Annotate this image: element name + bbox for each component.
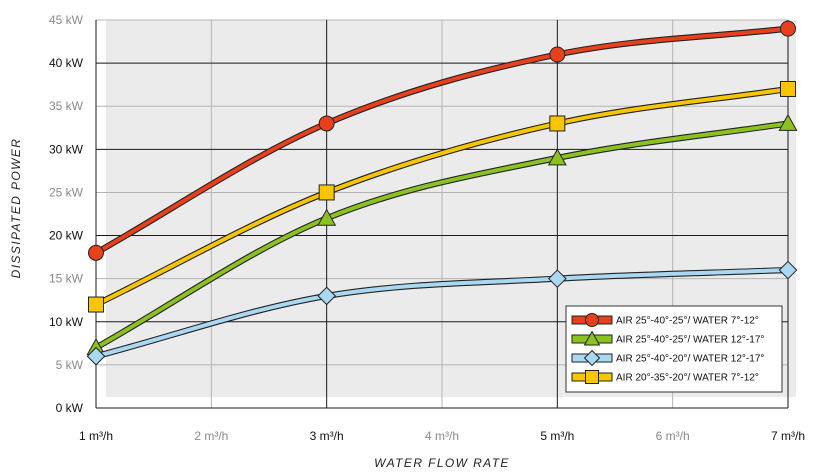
- data-point: [548, 269, 567, 288]
- legend-label: AIR 25°-40°-20°/ WATER 12°-17°: [616, 354, 764, 365]
- y-tick-label: 15 kW: [49, 272, 84, 286]
- x-tick-label: 1 m³/h: [79, 429, 113, 443]
- legend-marker: [583, 349, 601, 367]
- x-tick-label: 2 m³/h: [194, 429, 228, 443]
- legend-item: AIR 20°-35°-20°/ WATER 7°-12°: [571, 370, 759, 384]
- legend-label: AIR 25°-40°-25°/ WATER 7°-12°: [616, 316, 759, 327]
- legend-label: AIR 20°-35°-20°/ WATER 7°-12°: [616, 373, 759, 384]
- data-point: [318, 184, 335, 201]
- x-tick-label: 5 m³/h: [540, 429, 574, 443]
- y-tick-label: 0 kW: [56, 401, 84, 415]
- x-axis-title: WATER FLOW RATE: [374, 456, 510, 470]
- legend-marker: [585, 370, 599, 384]
- legend-item: AIR 25°-40°-25°/ WATER 12°-17°: [571, 330, 764, 346]
- legend-item: AIR 25°-40°-20°/ WATER 12°-17°: [571, 349, 764, 367]
- data-point: [86, 346, 106, 366]
- series-diamond: [86, 260, 798, 366]
- series-line: [94, 26, 790, 255]
- data-point: [88, 244, 104, 261]
- y-tick-label: 10 kW: [49, 315, 84, 329]
- series-group: [86, 20, 798, 366]
- y-axis-title: DISSIPATED POWER: [9, 138, 23, 279]
- y-tick-label: 35 kW: [49, 99, 84, 113]
- data-point: [780, 20, 796, 37]
- data-point: [317, 208, 337, 226]
- x-tick-label: 4 m³/h: [425, 429, 459, 443]
- series-square: [88, 80, 796, 313]
- legend-marker: [585, 313, 599, 327]
- y-tick-label: 30 kW: [49, 142, 84, 156]
- legend-item: AIR 25°-40°-25°/ WATER 7°-12°: [571, 313, 759, 327]
- series-line: [94, 86, 790, 307]
- data-point: [778, 113, 798, 131]
- x-tick-label: 6 m³/h: [656, 429, 690, 443]
- y-tick-label: 20 kW: [49, 229, 84, 243]
- legend: AIR 25°-40°-25°/ WATER 7°-12° AIR 25°-40°…: [565, 305, 783, 393]
- data-point: [778, 260, 798, 280]
- data-point: [88, 296, 104, 313]
- data-point: [549, 115, 566, 132]
- data-point: [318, 115, 335, 132]
- legend-marker: [583, 330, 601, 346]
- series-line: [94, 121, 790, 350]
- series-line: [94, 268, 790, 359]
- y-tick-label: 45 kW: [49, 13, 84, 27]
- data-point: [317, 286, 336, 306]
- tick-labels: 0 kW 5 kW 10 kW 15 kW 20 kW 25 kW 30 kW 35 kW 40…: [49, 13, 805, 443]
- x-tick-label: 3 m³/h: [310, 429, 344, 443]
- data-point: [547, 148, 567, 166]
- y-tick-label: 25 kW: [49, 185, 84, 199]
- series-triangle: [86, 113, 798, 356]
- legend-label: AIR 25°-40°-25°/ WATER 12°-17°: [616, 335, 764, 346]
- y-tick-label: 40 kW: [49, 56, 84, 70]
- data-point: [780, 80, 796, 97]
- y-tick-label: 5 kW: [56, 358, 84, 372]
- series-circle: [88, 20, 796, 261]
- data-point: [549, 46, 566, 63]
- x-tick-label: 7 m³/h: [771, 429, 805, 443]
